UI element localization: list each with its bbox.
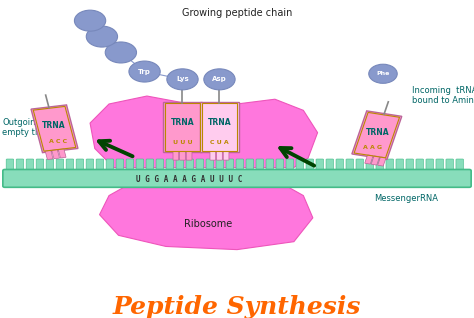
FancyBboxPatch shape [378, 157, 386, 166]
FancyBboxPatch shape [286, 159, 293, 172]
Text: Phe: Phe [376, 71, 390, 76]
FancyBboxPatch shape [336, 159, 344, 172]
Text: TRNA: TRNA [208, 118, 231, 127]
FancyBboxPatch shape [296, 159, 304, 172]
FancyBboxPatch shape [356, 159, 364, 172]
FancyBboxPatch shape [316, 159, 324, 172]
Text: Incoming  tRNA
bound to Amino Acid: Incoming tRNA bound to Amino Acid [412, 86, 474, 105]
Text: Peptide Synthesis: Peptide Synthesis [113, 295, 361, 318]
FancyBboxPatch shape [223, 152, 229, 160]
Text: TRNA: TRNA [42, 121, 65, 130]
FancyBboxPatch shape [146, 159, 154, 172]
Circle shape [167, 69, 198, 90]
FancyBboxPatch shape [226, 159, 234, 172]
Text: C U A: C U A [210, 141, 229, 145]
FancyBboxPatch shape [365, 155, 373, 164]
Text: TRNA: TRNA [171, 118, 194, 127]
FancyBboxPatch shape [326, 159, 334, 172]
Text: Growing peptide chain: Growing peptide chain [182, 8, 292, 18]
FancyBboxPatch shape [180, 152, 185, 160]
FancyBboxPatch shape [256, 159, 264, 172]
FancyBboxPatch shape [246, 159, 254, 172]
FancyBboxPatch shape [52, 150, 59, 159]
Polygon shape [100, 188, 313, 250]
FancyBboxPatch shape [200, 102, 239, 153]
FancyBboxPatch shape [266, 159, 273, 172]
FancyBboxPatch shape [446, 159, 454, 172]
FancyBboxPatch shape [106, 159, 114, 172]
FancyBboxPatch shape [406, 159, 413, 172]
Text: TRNA: TRNA [366, 128, 390, 136]
FancyBboxPatch shape [352, 111, 402, 159]
FancyBboxPatch shape [86, 159, 94, 172]
FancyBboxPatch shape [126, 159, 134, 172]
FancyBboxPatch shape [26, 159, 34, 172]
FancyBboxPatch shape [276, 159, 283, 172]
FancyBboxPatch shape [216, 159, 224, 172]
FancyBboxPatch shape [136, 159, 144, 172]
FancyBboxPatch shape [176, 159, 183, 172]
FancyBboxPatch shape [186, 159, 194, 172]
Circle shape [105, 42, 137, 63]
Text: Asp: Asp [212, 76, 227, 82]
Text: U U U: U U U [173, 141, 192, 145]
FancyBboxPatch shape [96, 159, 104, 172]
FancyBboxPatch shape [31, 105, 78, 153]
FancyBboxPatch shape [396, 159, 403, 172]
FancyBboxPatch shape [436, 159, 444, 172]
FancyBboxPatch shape [217, 152, 222, 160]
Text: MessengerRNA: MessengerRNA [374, 194, 438, 203]
FancyBboxPatch shape [56, 159, 64, 172]
Polygon shape [90, 96, 318, 168]
FancyBboxPatch shape [236, 159, 244, 172]
Text: A C C: A C C [49, 139, 67, 144]
FancyBboxPatch shape [196, 159, 204, 172]
Text: Lys: Lys [176, 76, 189, 82]
FancyBboxPatch shape [3, 169, 471, 187]
FancyBboxPatch shape [156, 159, 164, 172]
FancyBboxPatch shape [206, 159, 214, 172]
FancyBboxPatch shape [116, 159, 124, 172]
FancyBboxPatch shape [306, 159, 314, 172]
Text: Trp: Trp [138, 69, 151, 74]
FancyBboxPatch shape [210, 152, 216, 160]
FancyBboxPatch shape [366, 159, 374, 172]
FancyBboxPatch shape [6, 159, 14, 172]
FancyBboxPatch shape [173, 152, 179, 160]
FancyBboxPatch shape [346, 159, 354, 172]
Text: Ribosome: Ribosome [184, 219, 233, 229]
Text: U G G A A A G A U U U C: U G G A A A G A U U U C [137, 175, 243, 184]
FancyBboxPatch shape [186, 152, 192, 160]
Circle shape [86, 26, 118, 47]
FancyBboxPatch shape [456, 159, 464, 172]
FancyBboxPatch shape [76, 159, 84, 172]
Circle shape [74, 10, 106, 31]
FancyBboxPatch shape [36, 159, 44, 172]
FancyBboxPatch shape [371, 156, 380, 165]
FancyBboxPatch shape [426, 159, 434, 172]
FancyBboxPatch shape [45, 150, 53, 159]
FancyBboxPatch shape [166, 159, 173, 172]
Circle shape [369, 64, 397, 83]
FancyBboxPatch shape [416, 159, 424, 172]
Text: A A G: A A G [363, 145, 382, 150]
Circle shape [204, 69, 235, 90]
FancyBboxPatch shape [386, 159, 393, 172]
FancyBboxPatch shape [58, 149, 66, 158]
Circle shape [129, 61, 160, 82]
FancyBboxPatch shape [376, 159, 383, 172]
FancyBboxPatch shape [16, 159, 24, 172]
Text: Outgoing
empty tRNA: Outgoing empty tRNA [2, 117, 53, 137]
FancyBboxPatch shape [163, 102, 202, 153]
FancyBboxPatch shape [66, 159, 74, 172]
FancyBboxPatch shape [46, 159, 54, 172]
